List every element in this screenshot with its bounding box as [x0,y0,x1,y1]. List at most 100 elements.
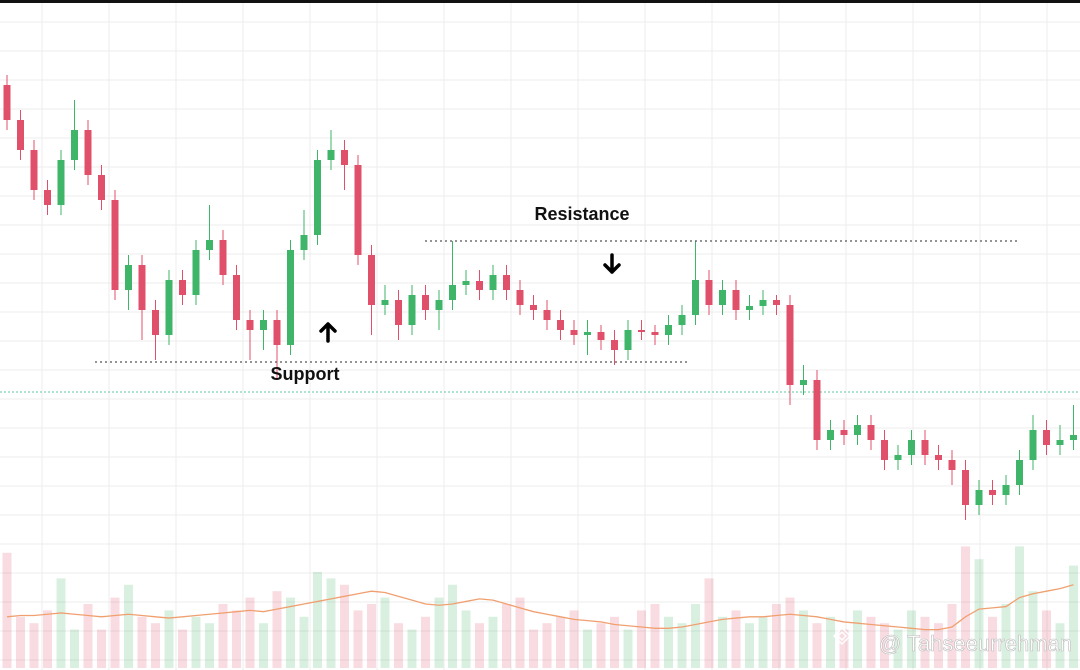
candle-body [71,130,78,160]
candle-body [516,290,524,305]
volume-bar [1069,565,1078,668]
volume-bar [758,616,768,668]
candle-body [260,320,267,330]
candle-body [557,320,564,330]
volume-bar [1028,591,1038,668]
volume-bar [556,616,565,668]
volume-bar [772,604,781,668]
candle-body [84,130,92,175]
candle-body [179,280,186,295]
candle-body [530,305,537,310]
volume-bar [677,623,687,668]
volume-bar [272,591,282,668]
volume-bar [880,623,889,668]
volume-bar [407,629,417,668]
volume-bar [286,597,295,668]
volume-bar [704,578,714,668]
candle-body [435,300,443,310]
volume-bar [1015,546,1024,668]
candle-body [381,300,389,305]
volume-bar [43,610,52,668]
candle-body [813,380,821,440]
volume-bar [434,597,444,668]
candle-body [341,150,348,165]
candle-body [300,235,308,250]
candle-body [935,455,942,460]
volume-bar [745,623,754,668]
volume-bar [812,623,822,668]
volume-bar [313,572,322,668]
volume-bar [974,559,984,668]
candle-body [908,440,915,455]
volume-bar [56,578,66,668]
candle-body [759,300,767,306]
volume-bar [502,604,511,668]
candle-body [327,150,335,160]
volume-bar [907,610,916,668]
candle-body [233,275,240,320]
candle-body [246,320,254,330]
candle-body [597,332,605,340]
candle-body [705,280,713,305]
volume-bar [2,552,12,668]
candle-body [354,165,362,255]
volume-bar [785,597,795,668]
volume-bar [367,604,376,668]
volume-bar [29,623,39,668]
volume-bar [394,623,403,668]
candle-body [273,320,281,345]
volume-bar [650,604,660,668]
level-arrow [603,253,621,274]
candle-body [746,306,753,310]
candle-body [651,332,659,335]
candle-body [773,300,780,305]
candle-body [962,470,969,505]
candle-body [1070,435,1077,440]
watermark: @ Tahseeurrehman [879,631,1072,656]
candle-body [17,120,24,150]
volume-bar [947,604,957,668]
level-label: Support [271,364,340,384]
volume-bar [110,597,120,668]
candle-body [462,281,470,285]
candle-body [219,240,227,275]
volume-bar [326,578,336,668]
volume-bar [191,616,201,668]
candle-body [989,490,996,495]
candle-body [44,190,51,205]
candle-body [206,240,213,250]
volume-bar [529,629,538,668]
candle-body [368,255,375,305]
candle-body [3,85,11,120]
candle-body [840,430,848,435]
volume-bar [178,629,187,668]
volume-bar [1001,604,1011,668]
volume-bar [259,623,268,668]
candle-body [611,340,618,350]
volume-bar [637,610,646,668]
candle-body [881,440,888,460]
volume-bar [205,623,214,668]
candle-body [489,275,497,290]
volume-bar [124,584,133,668]
volume-bar [799,610,808,668]
candle-body [624,330,632,350]
volume-bar [1055,623,1065,668]
candle-body [30,150,38,190]
candle-body [867,425,875,440]
candle-body [1002,485,1010,495]
candle-body [1029,430,1037,460]
candle-body [111,200,119,290]
candle-body [314,160,321,235]
candle-body [975,490,983,505]
volume-bar [920,616,930,668]
volume-bar [16,616,25,668]
volume-bar [353,610,363,668]
volume-bar [664,616,673,668]
candle-body [408,295,416,325]
candle-body [1016,460,1023,485]
level-arrow [319,322,337,343]
volume-bar [731,610,741,668]
